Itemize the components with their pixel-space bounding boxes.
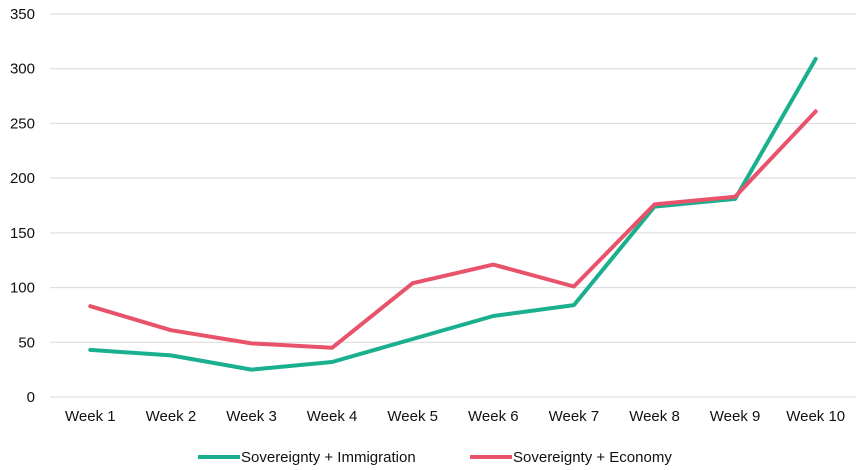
data-point <box>572 285 575 288</box>
x-tick-label: Week 4 <box>307 408 358 425</box>
data-point <box>492 315 495 318</box>
data-point <box>734 195 737 198</box>
data-point <box>411 282 414 285</box>
data-point <box>89 305 92 308</box>
data-point <box>250 368 253 371</box>
series-lines <box>89 57 817 371</box>
x-tick-label: Week 5 <box>387 408 438 425</box>
y-tick-label: 50 <box>18 334 35 351</box>
data-point <box>250 342 253 345</box>
y-tick-label: 250 <box>10 115 35 132</box>
x-tick-label: Week 3 <box>226 408 277 425</box>
data-point <box>653 203 656 206</box>
data-point <box>814 110 817 113</box>
x-tick-label: Week 9 <box>710 408 761 425</box>
y-axis-ticks: 0 50 100 150 200 250 300 350 <box>10 6 35 406</box>
y-tick-label: 150 <box>10 225 35 242</box>
data-point <box>89 348 92 351</box>
x-axis-ticks: Week 1 Week 2 Week 3 Week 4 Week 5 Week 6 Week… <box>65 408 845 425</box>
data-point <box>331 360 334 363</box>
y-tick-label: 100 <box>10 280 35 297</box>
series-line-1 <box>90 59 815 370</box>
data-point <box>331 346 334 349</box>
data-point <box>572 304 575 307</box>
y-tick-label: 300 <box>10 61 35 78</box>
legend-label: Sovereignty + Immigration <box>241 449 416 466</box>
y-tick-label: 350 <box>10 6 35 23</box>
data-point <box>169 329 172 332</box>
data-point <box>169 354 172 357</box>
gridlines <box>50 14 856 397</box>
data-point <box>492 263 495 266</box>
legend: Sovereignty + Immigration Sovereignty + E… <box>198 449 672 466</box>
x-tick-label: Week 7 <box>549 408 600 425</box>
x-tick-label: Week 6 <box>468 408 519 425</box>
y-tick-label: 0 <box>27 389 35 406</box>
data-point <box>411 338 414 341</box>
series-line-2 <box>90 111 815 347</box>
x-tick-label: Week 10 <box>786 408 845 425</box>
legend-label: Sovereignty + Economy <box>513 449 672 466</box>
data-point <box>814 57 817 60</box>
x-tick-label: Week 2 <box>146 408 197 425</box>
x-tick-label: Week 8 <box>629 408 680 425</box>
y-tick-label: 200 <box>10 170 35 187</box>
x-tick-label: Week 1 <box>65 408 116 425</box>
